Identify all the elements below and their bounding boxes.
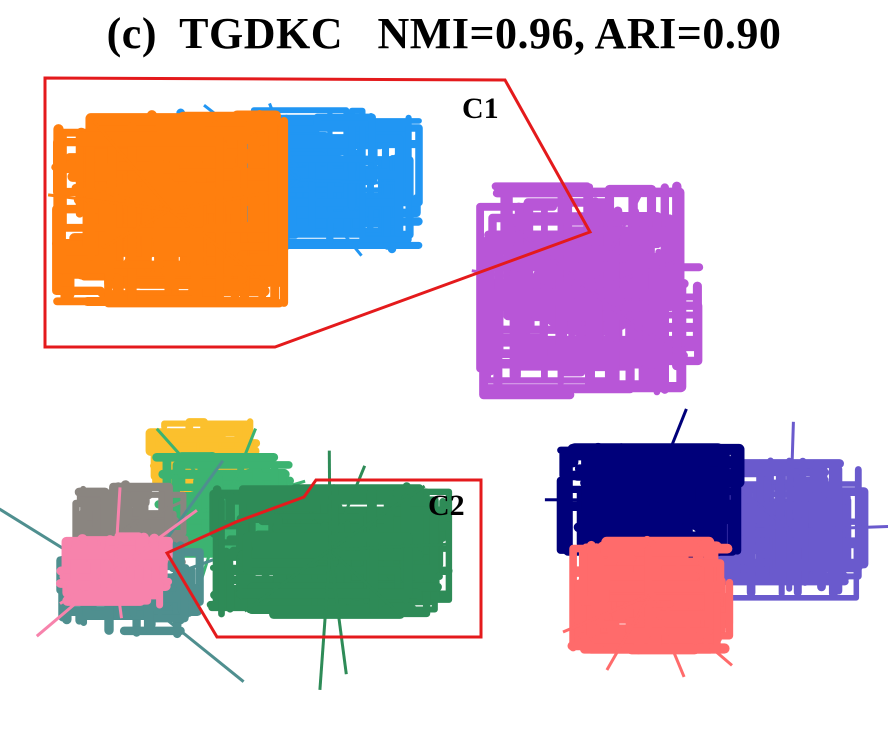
cluster-1-spoke xyxy=(92,120,172,211)
cluster-1-spoke xyxy=(47,193,171,212)
cluster-8 xyxy=(35,487,198,638)
cluster-3-spoke xyxy=(588,190,645,291)
cluster-10-spoke xyxy=(648,408,688,501)
cluster-3-spoke xyxy=(498,215,591,292)
cluster-3-trace xyxy=(479,289,663,400)
cluster-1-spoke xyxy=(169,208,267,284)
cluster-10-trace xyxy=(571,467,723,560)
cluster-7-trace xyxy=(74,487,116,560)
cluster-1-spoke xyxy=(101,208,171,250)
cluster-1-spoke xyxy=(169,190,270,212)
cluster-8-spoke xyxy=(113,569,123,619)
cluster-12-spoke xyxy=(562,593,651,634)
cluster-11-spoke xyxy=(788,528,840,582)
cluster-11 xyxy=(700,421,888,601)
cluster-3-spoke xyxy=(589,259,680,292)
cluster-11-trace xyxy=(728,459,863,598)
cluster-6-trace xyxy=(242,525,413,615)
chart-title: (c) TGDKC NMI=0.96, ARI=0.90 xyxy=(106,9,782,58)
cluster-12-spoke xyxy=(648,557,686,597)
region-c2-label: C2 xyxy=(428,489,465,522)
cluster-6-spoke xyxy=(328,548,402,616)
cluster-6 xyxy=(206,450,453,691)
cluster-12-spoke xyxy=(648,594,686,678)
cluster-3-trace xyxy=(477,273,631,351)
cluster-9-spoke xyxy=(129,588,245,683)
cluster-2-spoke xyxy=(299,178,395,185)
cluster-1-spoke xyxy=(95,188,171,212)
cluster-11-trace xyxy=(786,457,826,592)
cluster-1-spoke xyxy=(168,209,227,284)
cluster-7-spoke xyxy=(129,500,183,527)
region-c2-outline xyxy=(164,478,483,639)
cluster-8-spoke xyxy=(59,568,116,605)
cluster-8-spoke xyxy=(113,487,122,571)
cluster-3 xyxy=(471,181,704,400)
cluster-1 xyxy=(47,110,289,308)
cluster-6-spoke xyxy=(243,548,331,613)
cluster-6-spoke xyxy=(329,484,426,552)
cluster-layer xyxy=(0,102,888,691)
region-layer: C1 C2 xyxy=(43,76,593,639)
cluster-6-spoke xyxy=(327,450,332,551)
cluster-10-spoke xyxy=(649,498,717,544)
cluster-3-trace xyxy=(488,189,651,268)
cluster-12 xyxy=(562,535,734,678)
cluster-6-spoke xyxy=(318,549,332,691)
cluster-12-spoke xyxy=(649,593,733,667)
cluster-10 xyxy=(544,408,745,574)
cluster-12-spoke xyxy=(605,594,652,671)
region-c1-label: C1 xyxy=(462,92,499,125)
cluster-2-trace xyxy=(195,107,412,243)
cluster-1-trace xyxy=(52,116,289,307)
cluster-11-spoke xyxy=(788,421,795,531)
cluster-2-trace xyxy=(347,113,391,228)
cluster-8-trace xyxy=(66,545,152,605)
cluster-8-trace xyxy=(93,556,164,609)
cluster-6-trace xyxy=(236,487,424,599)
region-c1-outline xyxy=(43,76,593,349)
cluster-8-spoke xyxy=(35,568,116,638)
cluster-10-spoke xyxy=(608,454,652,502)
cluster-11-spoke xyxy=(789,525,888,532)
cluster-6-spoke xyxy=(329,542,450,552)
cluster-3-spoke xyxy=(589,288,645,336)
cluster-3-spoke xyxy=(471,269,591,292)
cluster-2-spoke xyxy=(298,179,363,257)
cluster-12-trace xyxy=(596,552,637,629)
cluster-8-spoke xyxy=(114,509,198,572)
cluster-3-spoke xyxy=(570,231,592,291)
cluster-6-spoke xyxy=(328,549,348,675)
cluster-8-trace xyxy=(64,532,163,587)
cluster-12-trace xyxy=(625,545,713,638)
cluster-1-trace xyxy=(200,119,278,278)
